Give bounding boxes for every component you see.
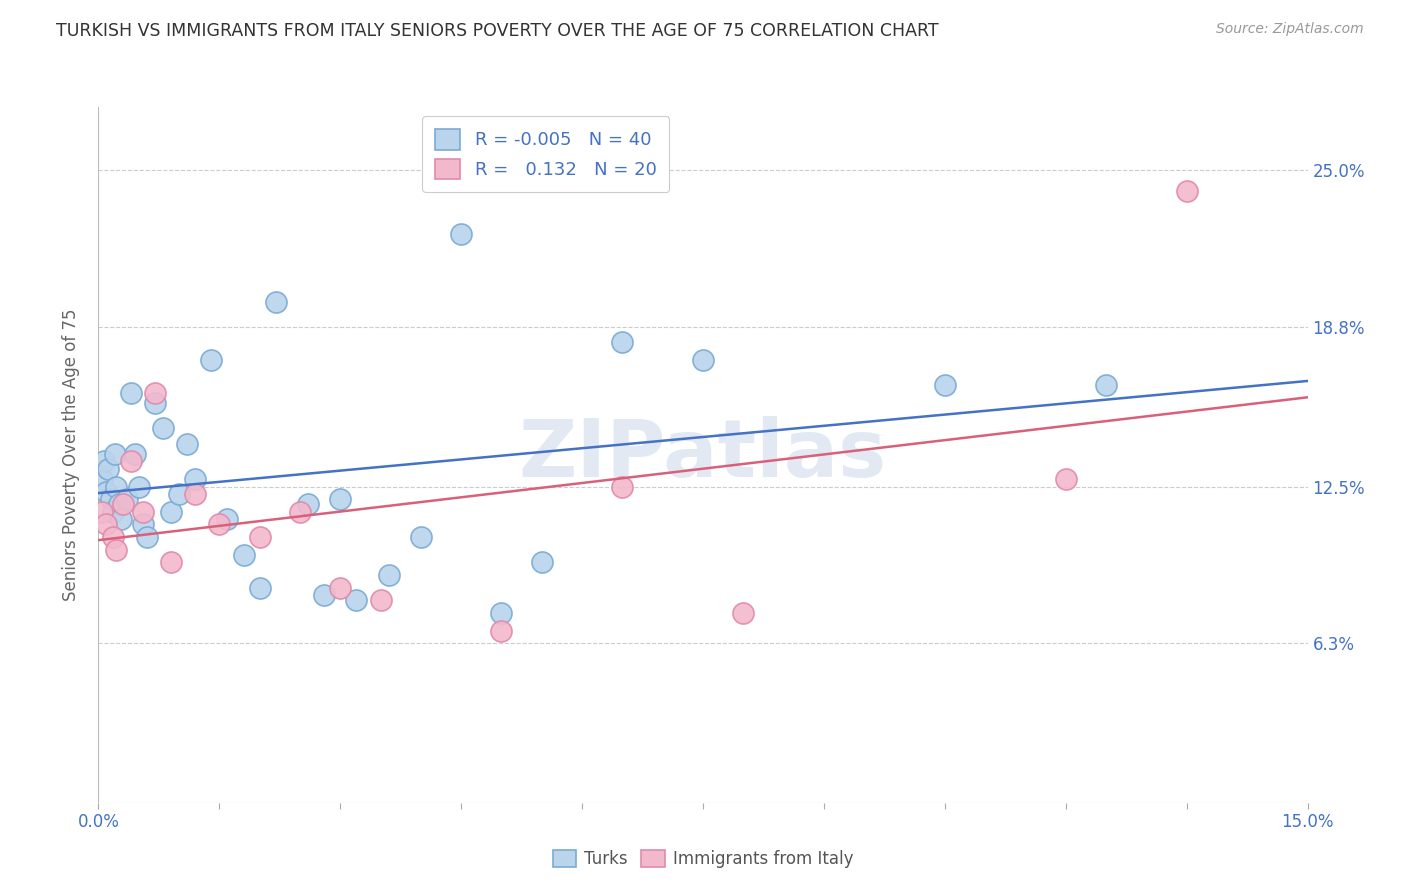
Y-axis label: Seniors Poverty Over the Age of 75: Seniors Poverty Over the Age of 75 — [62, 309, 80, 601]
Point — [96, 484, 118, 499]
Point — [612, 479, 634, 493]
Point — [101, 505, 124, 519]
Point — [450, 227, 472, 241]
Point — [264, 294, 287, 309]
Point — [135, 530, 157, 544]
Point — [93, 454, 115, 468]
Point — [288, 505, 311, 519]
Point — [103, 447, 125, 461]
Point — [491, 606, 513, 620]
Text: ZIPatlas: ZIPatlas — [519, 416, 887, 494]
Point — [160, 505, 183, 519]
Point — [111, 497, 134, 511]
Point — [1054, 472, 1077, 486]
Point — [115, 492, 138, 507]
Point — [152, 421, 174, 435]
Point — [297, 497, 319, 511]
Point — [176, 436, 198, 450]
Point — [143, 386, 166, 401]
Point — [124, 447, 146, 461]
Point — [91, 472, 114, 486]
Point — [120, 386, 142, 401]
Point — [612, 335, 634, 350]
Point — [110, 512, 132, 526]
Point — [200, 353, 222, 368]
Point — [100, 492, 122, 507]
Point — [329, 581, 352, 595]
Point — [377, 568, 399, 582]
Point — [370, 593, 392, 607]
Point — [128, 479, 150, 493]
Point — [329, 492, 352, 507]
Point — [107, 497, 129, 511]
Point — [934, 378, 956, 392]
Point — [491, 624, 513, 638]
Legend: Turks, Immigrants from Italy: Turks, Immigrants from Italy — [546, 843, 860, 874]
Point — [344, 593, 367, 607]
Point — [97, 462, 120, 476]
Text: TURKISH VS IMMIGRANTS FROM ITALY SENIORS POVERTY OVER THE AGE OF 75 CORRELATION : TURKISH VS IMMIGRANTS FROM ITALY SENIORS… — [56, 22, 939, 40]
Point — [217, 512, 239, 526]
Point — [105, 479, 128, 493]
Point — [160, 556, 183, 570]
Point — [733, 606, 755, 620]
Point — [105, 542, 128, 557]
Text: Source: ZipAtlas.com: Source: ZipAtlas.com — [1216, 22, 1364, 37]
Point — [530, 556, 553, 570]
Point — [184, 472, 207, 486]
Point — [409, 530, 432, 544]
Point — [208, 517, 231, 532]
Point — [1095, 378, 1118, 392]
Point — [184, 487, 207, 501]
Point — [232, 548, 254, 562]
Point — [1175, 184, 1198, 198]
Point — [167, 487, 190, 501]
Point — [692, 353, 714, 368]
Point — [132, 505, 155, 519]
Point — [249, 581, 271, 595]
Point — [91, 505, 114, 519]
Point — [120, 454, 142, 468]
Point — [132, 517, 155, 532]
Point — [314, 588, 336, 602]
Point — [101, 530, 124, 544]
Point — [249, 530, 271, 544]
Point — [96, 517, 118, 532]
Point — [143, 396, 166, 410]
